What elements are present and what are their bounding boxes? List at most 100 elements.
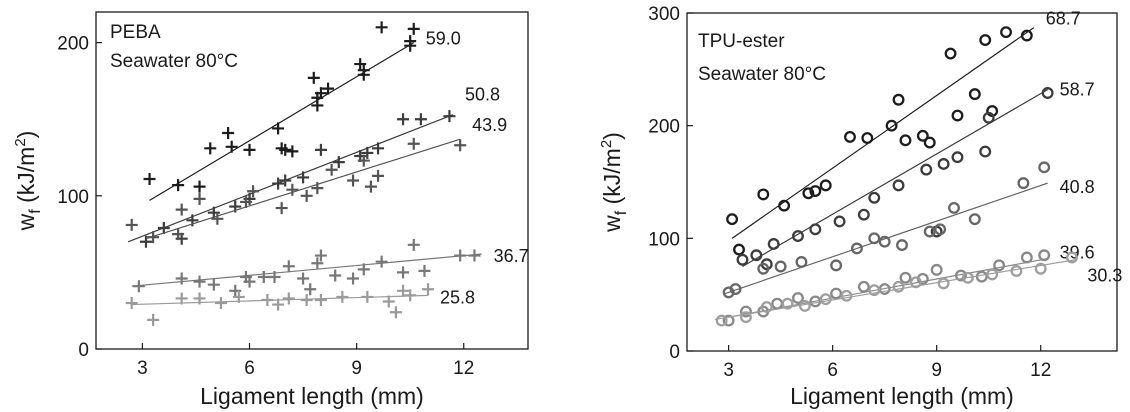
data-point [850,242,863,255]
data-point [257,271,270,284]
data-point [297,272,310,285]
data-point [279,174,292,187]
data-point [968,213,981,226]
data-point [157,221,170,234]
data-point [193,180,206,193]
data-point [175,272,188,285]
data-point [968,88,981,101]
data-point [407,238,420,251]
plot-frame [95,11,529,350]
data-point [407,137,420,150]
data-point [239,195,252,208]
y-label-unit: (kJ/m [599,148,625,211]
data-point [286,183,299,196]
data-point [361,146,374,159]
fit-line [742,89,1048,268]
data-point [948,201,960,214]
data-point [722,314,735,327]
data-point [944,47,957,60]
data-point [314,249,327,262]
data-point [454,249,467,262]
data-point [397,284,410,297]
data-point [934,223,947,236]
data-point [193,192,206,205]
data-point [275,202,288,215]
y-label-superscript: 2 [598,140,615,148]
data-point [229,284,242,297]
data-point [1010,265,1023,277]
data-point [314,87,327,100]
data-point [147,313,160,326]
data-point [830,259,843,272]
x-tick-label: 6 [244,358,255,379]
data-point [300,189,313,202]
data-point [1034,262,1047,275]
data-point [404,289,417,302]
data-point [840,289,853,302]
data-point [798,299,811,312]
data-point [778,199,791,212]
data-point [382,295,395,308]
data-point [899,271,912,284]
y-label-superscript: 2 [12,138,29,146]
data-point [282,260,295,273]
data-point [982,111,995,124]
chart-panel-2: 3 6 9 12 0 100 200 300 Ligament length (mm) wf (k… [598,4,1122,409]
data-point [332,156,345,169]
y-tick-label: 0 [669,342,680,363]
data-point [951,151,964,164]
data-point [314,143,327,156]
data-point [740,311,752,324]
data-point [819,179,832,192]
data-point [1000,26,1012,39]
data-point [372,169,385,182]
data-point [892,280,905,293]
data-point [357,68,370,81]
data-point [861,132,874,145]
data-point [951,109,964,122]
data-point [132,280,145,293]
data-point [354,58,367,71]
data-point [311,182,324,195]
series-4: 36.7 [131,238,529,297]
data-point [809,185,822,197]
data-point [397,113,410,126]
y-tick-label: 200 [648,117,680,138]
y-tick-label: 200 [57,34,89,55]
series-3: 40.8 [722,161,1095,299]
data-point [916,129,929,142]
y-tick-label: 100 [648,229,680,250]
data-point [125,218,138,231]
data-point [404,39,417,52]
y-label-subscript: f [613,210,630,215]
data-point [771,297,784,310]
data-point [414,113,427,126]
data-point [975,270,988,283]
data-point [407,22,420,35]
data-point [225,140,238,153]
data-point [222,127,235,140]
data-point [347,174,360,187]
y-tick-label: 100 [57,187,89,208]
data-point [304,283,317,296]
y-label-unit-close: ) [599,132,625,140]
data-point [172,228,185,241]
series-label: 36.7 [494,246,529,266]
data-point [1038,161,1051,174]
data-point [868,284,881,297]
data-point [268,271,281,284]
data-point [833,215,846,228]
y-axis-label: wf (kJ/m2) [598,132,630,233]
data-point [923,136,936,149]
data-point [979,145,992,158]
data-point [454,139,467,152]
panel-condition-label: Seawater 80°C [698,64,826,85]
data-point [1065,251,1078,264]
series-5: 30.3 [714,251,1122,327]
data-point [372,142,385,155]
data-point [937,277,950,290]
x-axis-label: Ligament length (mm) [790,383,1014,409]
series-1: 68.7 [726,9,1081,256]
y-label-main: w [599,215,625,233]
data-point [357,263,370,276]
